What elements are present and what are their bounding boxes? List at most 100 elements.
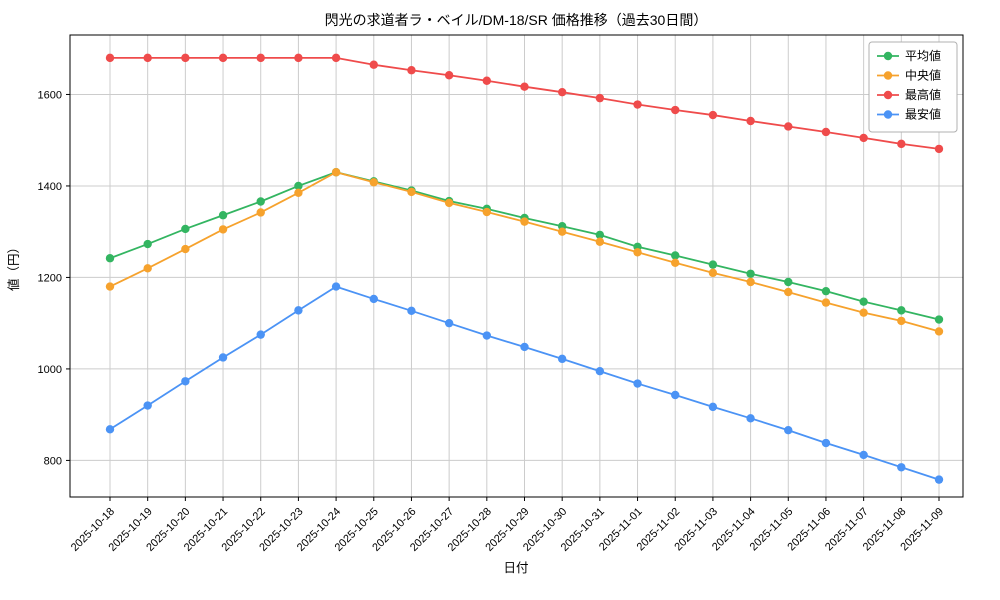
series-lowest-marker <box>444 318 454 328</box>
series-median-marker <box>520 217 529 226</box>
series-median-marker <box>294 188 303 198</box>
series-highest-marker <box>671 105 680 115</box>
series-highest-marker <box>181 53 190 63</box>
series-lowest-marker <box>557 354 567 364</box>
series-lowest-marker <box>633 379 642 388</box>
series-lowest-marker <box>369 294 378 304</box>
series-highest-marker <box>444 71 454 80</box>
legend-marker-lowest <box>883 110 893 119</box>
series-highest-marker <box>897 139 906 149</box>
x-axis-label: 日付 <box>503 561 528 575</box>
series-lowest-marker <box>784 426 793 435</box>
series-highest-marker <box>934 144 944 154</box>
series-average-marker <box>294 181 303 191</box>
y-axis-label: 値（円） <box>6 241 21 291</box>
series-lowest-marker <box>331 282 341 291</box>
y-tick-label: 1200 <box>38 272 62 284</box>
chart-title: 閃光の求道者ラ・ベイル/DM-18/SR 価格推移（過去30日間） <box>325 12 708 28</box>
series-median-marker <box>746 277 755 287</box>
legend-label-average: 平均値 <box>905 48 941 63</box>
series-average-marker <box>595 230 605 240</box>
series-highest-marker <box>369 60 378 69</box>
series-median-marker <box>633 248 642 257</box>
gridlines <box>70 35 963 497</box>
series-highest-marker <box>633 100 642 109</box>
legend-box <box>868 41 958 133</box>
series-lowest-marker <box>897 463 906 472</box>
series-highest-markers <box>105 53 944 154</box>
series-median-marker <box>859 308 868 317</box>
series-median-marker <box>784 287 793 297</box>
series-highest-marker <box>708 110 718 120</box>
series-highest-marker <box>482 76 492 85</box>
series-lowest-marker <box>934 475 944 484</box>
y-tick-label: 1600 <box>38 89 62 101</box>
series-average-marker <box>143 239 152 249</box>
series-highest-marker <box>784 122 793 131</box>
series-average-marker <box>671 251 680 260</box>
series-average-marker <box>218 211 228 220</box>
series-median-marker <box>407 187 416 197</box>
series-median-marker <box>143 264 152 273</box>
series-average-marker <box>897 306 906 315</box>
series-average-marker <box>934 315 944 324</box>
series-lowest-marker <box>482 331 492 340</box>
series-highest-marker <box>256 53 265 63</box>
series-median-marker <box>218 225 228 234</box>
series-average-marker <box>784 277 793 287</box>
series-highest-marker <box>294 53 303 63</box>
series-lowest-marker <box>294 306 303 315</box>
series-lowest-marker <box>746 414 755 423</box>
series-highest-marker <box>821 127 831 137</box>
legend-marker-average <box>883 51 893 61</box>
series-lowest-marker <box>256 330 265 339</box>
legend-label-lowest: 最安値 <box>905 107 941 122</box>
series-highest-marker <box>331 53 341 63</box>
series-lowest-markers <box>105 282 944 484</box>
legend-marker-highest <box>883 90 893 100</box>
series-highest-marker <box>859 133 868 143</box>
series-median-marker <box>708 268 718 278</box>
series-average-marker <box>256 197 265 206</box>
series-average-marker <box>181 224 190 234</box>
series-median-marker <box>105 282 115 291</box>
series-lowest-marker <box>595 367 605 376</box>
y-tick-label: 1000 <box>38 364 62 376</box>
series-lowest-marker <box>105 425 115 434</box>
series-lowest-marker <box>143 401 152 410</box>
series-lowest-marker <box>859 450 868 460</box>
series-highest-marker <box>746 116 755 126</box>
series-highest-marker <box>407 66 416 75</box>
series-lowest-marker <box>671 390 680 400</box>
series-median-marker <box>671 258 680 267</box>
series-median-markers <box>105 168 944 336</box>
series-median-marker <box>256 208 265 217</box>
axis-ticks: 80010001200140016002025-10-182025-10-192… <box>38 89 947 553</box>
series-average-marker <box>821 286 831 296</box>
series-median-marker <box>181 244 190 254</box>
series-average-marker <box>859 297 868 306</box>
y-tick-label: 1400 <box>38 181 62 193</box>
series-lowest-marker <box>181 377 190 386</box>
series-median-marker <box>557 227 567 236</box>
series-highest-marker <box>595 93 605 103</box>
series-median-marker <box>934 327 944 336</box>
series-lowest-marker <box>520 342 529 352</box>
y-tick-label: 800 <box>44 455 62 467</box>
series-lowest-marker <box>407 306 416 316</box>
series-median-marker <box>897 316 906 326</box>
series-median-marker <box>595 237 605 246</box>
series-highest-marker <box>218 53 228 63</box>
legend-marker-median <box>883 71 893 80</box>
series-highest-marker <box>557 87 567 97</box>
legend-label-median: 中央値 <box>905 68 941 83</box>
series-average-marker <box>105 254 115 263</box>
series-median-marker <box>821 298 831 307</box>
series-median-marker <box>331 168 341 177</box>
series-median-marker <box>444 198 454 208</box>
series-average-marker <box>708 260 718 269</box>
data-series <box>105 53 944 484</box>
